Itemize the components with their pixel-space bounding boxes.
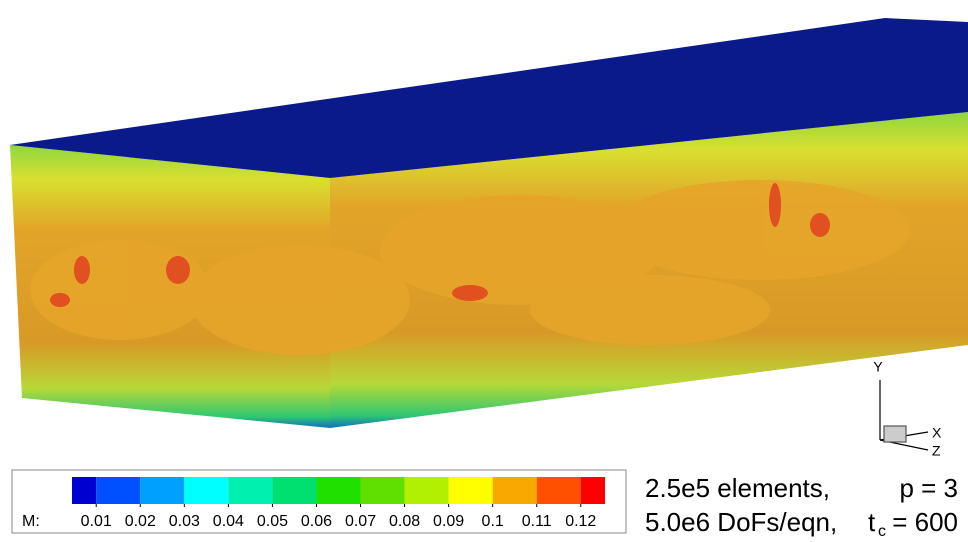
colorbar-tick-label: 0.1 [482, 513, 504, 530]
triad-x: X [932, 425, 942, 441]
time-subscript: c [878, 523, 886, 540]
colorbar-bin [316, 477, 360, 504]
colorbar-bin [449, 477, 493, 504]
colorbar-bin [72, 477, 96, 504]
colorbar-tick-label: 0.02 [125, 513, 156, 530]
colorbar-tick-label: 0.09 [433, 513, 464, 530]
triad-z: Z [932, 443, 941, 459]
page: Y X Z M: 2.5e5 elements, p = 3 5.0e6 DoF… [0, 0, 968, 542]
colorbar-tick-label: 0.12 [565, 513, 596, 530]
time-value: = 600 [892, 507, 958, 537]
dofs: 5.0e6 DoFs/eqn, [645, 507, 837, 537]
colorbar-label: M: [22, 513, 40, 530]
colorbar-tick-label: 0.08 [389, 513, 420, 530]
colorbar-bin [493, 477, 537, 504]
colorbar-bin [405, 477, 449, 504]
colorbar-tick-label: 0.04 [213, 513, 244, 530]
flow-render [10, 18, 968, 428]
elements: 2.5e5 elements, [645, 473, 830, 503]
colorbar-tick-label: 0.05 [257, 513, 288, 530]
colorbar-bin [96, 477, 140, 504]
colorbar-bin [272, 477, 316, 504]
colorbar-bin [581, 477, 605, 504]
colorbar-tick-label: 0.07 [345, 513, 376, 530]
order: p = 3 [899, 473, 958, 503]
colorbar-tick-label: 0.06 [301, 513, 332, 530]
colorbar-bin [361, 477, 405, 504]
colorbar-tick-label: 0.03 [169, 513, 200, 530]
colorbar-bin [140, 477, 184, 504]
axis-triad [880, 380, 928, 450]
colorbar-bin [537, 477, 581, 504]
colorbar-bin [228, 477, 272, 504]
colorbar-tick-label: 0.11 [522, 513, 552, 530]
colorbar-bin [184, 477, 228, 504]
colorbar-tick-label: 0.01 [81, 513, 112, 530]
time-symbol: t [868, 507, 876, 537]
triad-y: Y [873, 359, 883, 375]
